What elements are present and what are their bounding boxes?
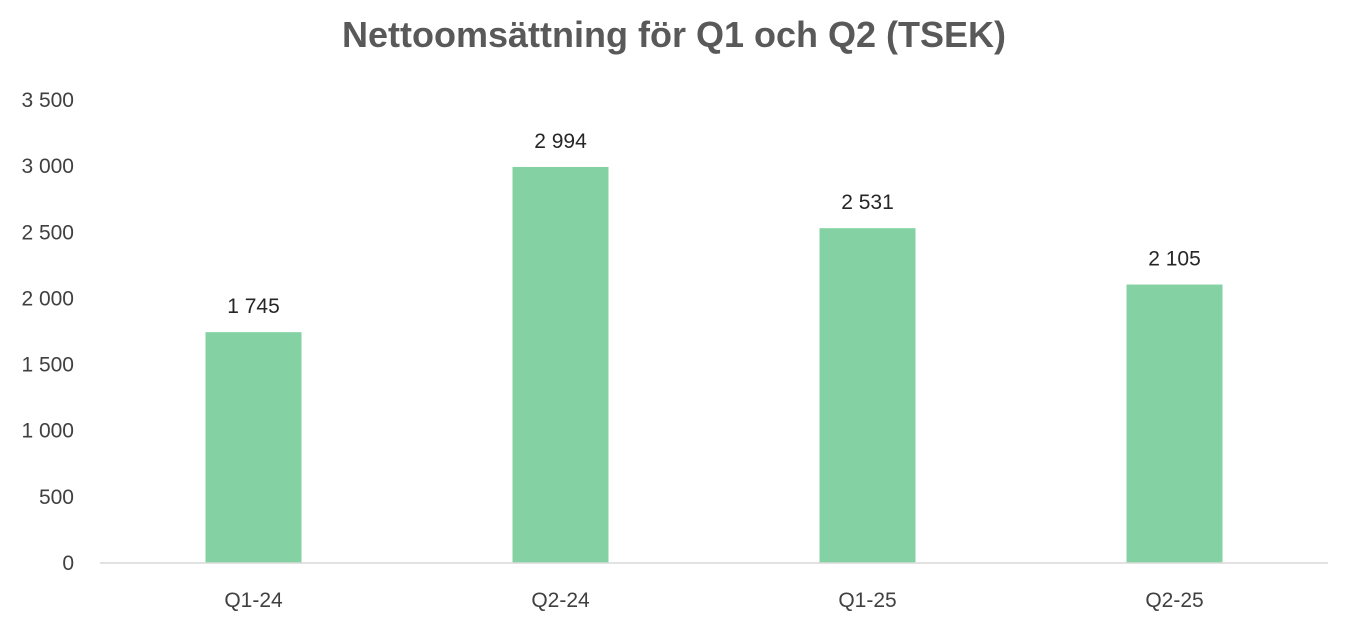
bars [205,166,1223,563]
bar [205,332,302,563]
y-tick-label: 1 500 [21,354,74,377]
data-label: 2 531 [841,191,894,214]
x-tick-label: Q2-24 [531,589,590,612]
y-axis-tick-labels: 0 500 1 000 1 500 2 000 2 500 3 000 3 500 [21,89,74,575]
y-tick-label: 3 500 [21,89,74,112]
y-tick-label: 2 500 [21,221,74,244]
data-label: 1 745 [227,295,280,318]
bar [819,228,916,563]
bar [512,166,609,563]
x-tick-label: Q2-25 [1145,589,1203,612]
x-tick-label: Q1-24 [224,589,283,612]
y-tick-label: 500 [39,486,74,509]
y-tick-label: 0 [62,552,74,575]
data-label: 2 105 [1148,248,1201,271]
y-tick-label: 1 000 [21,420,74,443]
y-tick-label: 3 000 [21,155,74,178]
x-axis-tick-labels: Q1-24 Q2-24 Q1-25 Q2-25 [224,589,1203,612]
data-labels: 1 745 2 994 2 531 2 105 [227,130,1201,318]
x-tick-label: Q1-25 [838,589,896,612]
y-tick-label: 2 000 [21,287,74,310]
data-label: 2 994 [534,130,587,153]
chart-title: Nettoomsättning för Q1 och Q2 (TSEK) [341,14,1006,55]
bar [1126,284,1223,563]
